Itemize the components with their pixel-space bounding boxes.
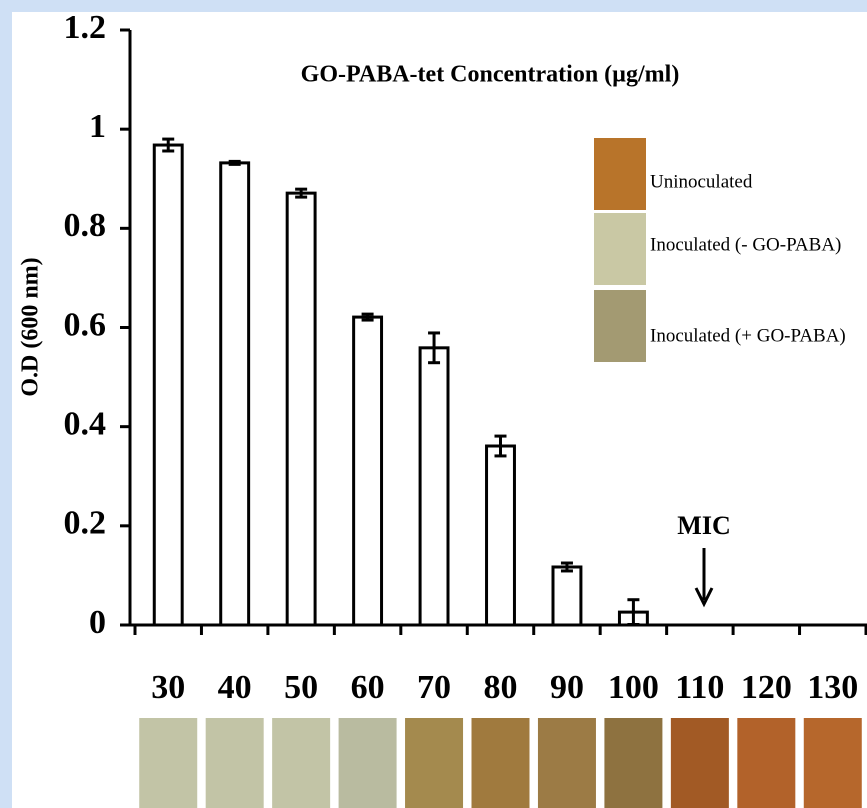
x-tick-label: 60 <box>351 669 385 706</box>
bar <box>152 143 184 627</box>
bar <box>285 191 317 627</box>
error-bar <box>162 137 175 153</box>
bar <box>485 444 516 627</box>
y-axis-label: O.D (600 nm) <box>18 257 44 396</box>
legend-label: Uninoculated <box>650 171 753 192</box>
x-tick-label: 40 <box>218 669 252 706</box>
error-bar <box>428 331 441 365</box>
legend-photo <box>594 138 646 210</box>
bar <box>352 315 384 627</box>
legend: Uninoculated Inoculated (- GO-PABA) Inoc… <box>594 138 846 362</box>
x-tick-label: 80 <box>484 669 518 706</box>
y-tick-label: 1 <box>89 108 106 145</box>
x-tick-label: 110 <box>675 669 724 706</box>
y-tick-label: 0.8 <box>64 207 107 244</box>
legend-label: Inoculated (- GO-PABA) <box>650 234 841 255</box>
x-tick-label: 70 <box>417 669 451 706</box>
x-tick-label: 120 <box>741 669 792 706</box>
error-bar <box>228 159 241 166</box>
x-tick-label: 30 <box>151 669 185 706</box>
vial-photo <box>405 718 464 808</box>
vial-photo <box>471 718 530 808</box>
legend-photo <box>594 213 646 285</box>
vial-photo <box>737 718 796 808</box>
error-bar <box>295 187 308 199</box>
annotation-arrowhead <box>694 587 714 608</box>
y-tick-label: 0.2 <box>64 505 107 542</box>
legend-photo <box>594 290 646 362</box>
x-tick-label: 130 <box>807 669 858 706</box>
vial-photo <box>537 718 596 808</box>
vial-photo <box>604 718 663 808</box>
error-bar <box>361 312 374 322</box>
error-bar <box>560 561 573 573</box>
legend-label: Inoculated (+ GO-PABA) <box>650 325 846 346</box>
vial-photo <box>803 718 862 808</box>
vial-photo <box>670 718 729 808</box>
error-bar <box>627 598 640 627</box>
y-tick-label: 0.6 <box>64 306 107 343</box>
y-tick-label: 0 <box>89 604 106 641</box>
error-bar <box>494 434 507 458</box>
vial-photo <box>139 718 198 808</box>
vial-photo <box>338 718 397 808</box>
vial-photo <box>272 718 331 808</box>
x-tick-label: 100 <box>608 669 659 706</box>
annotation: MIC <box>677 511 730 540</box>
y-tick-label: 0.4 <box>64 405 107 442</box>
chart-title: GO-PABA-tet Concentration (µg/ml) <box>301 62 680 88</box>
vial-photo <box>205 718 264 808</box>
bar <box>219 161 251 627</box>
x-tick-label: 50 <box>284 669 318 706</box>
bar <box>418 346 450 627</box>
y-tick-label: 1.2 <box>64 9 107 46</box>
bar <box>551 565 583 627</box>
x-tick-label: 90 <box>550 669 584 706</box>
